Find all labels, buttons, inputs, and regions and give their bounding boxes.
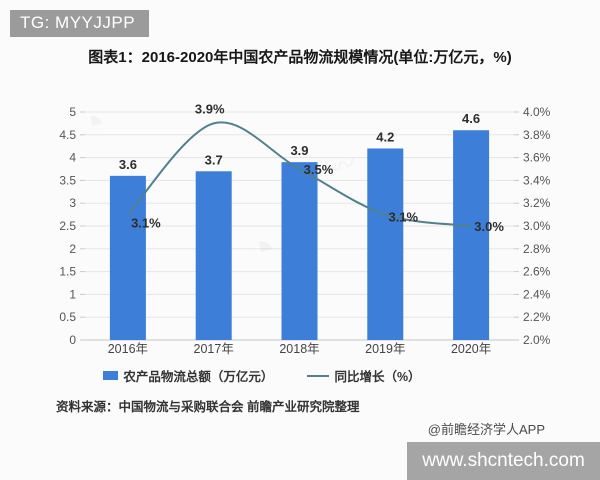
svg-text:3.2%: 3.2%	[523, 196, 551, 210]
svg-text:3.1%: 3.1%	[131, 216, 161, 231]
legend-item-bar-series: 农产品物流总额（万亿元）	[103, 366, 273, 385]
svg-text:3.5%: 3.5%	[304, 162, 334, 177]
svg-text:4.2: 4.2	[376, 129, 394, 144]
svg-text:2.2%: 2.2%	[523, 310, 551, 324]
svg-text:3.4%: 3.4%	[523, 173, 551, 187]
svg-text:4.6: 4.6	[462, 111, 480, 126]
svg-text:2.5: 2.5	[59, 219, 76, 233]
svg-text:3.7: 3.7	[205, 152, 223, 167]
svg-text:2.8%: 2.8%	[523, 242, 551, 256]
svg-text:3.1%: 3.1%	[388, 210, 418, 225]
svg-text:1.5: 1.5	[59, 265, 76, 279]
svg-text:4.0%: 4.0%	[523, 105, 551, 119]
svg-text:2: 2	[69, 242, 76, 256]
svg-text:3.0%: 3.0%	[474, 219, 504, 234]
svg-text:2016年: 2016年	[108, 342, 148, 356]
svg-text:2020年: 2020年	[451, 342, 491, 356]
svg-text:4: 4	[69, 151, 76, 165]
svg-text:3.5: 3.5	[59, 173, 76, 187]
svg-text:2.4%: 2.4%	[523, 287, 551, 301]
chart-title: 图表1：2016-2020年中国农产品物流规模情况(单位:万亿元，%)	[88, 49, 512, 66]
svg-text:3.8%: 3.8%	[523, 128, 551, 142]
svg-text:2.0%: 2.0%	[523, 333, 551, 347]
svg-text:4.5: 4.5	[59, 128, 76, 142]
svg-text:2.6%: 2.6%	[523, 265, 551, 279]
svg-text:2019年: 2019年	[365, 342, 405, 356]
svg-text:3.0%: 3.0%	[523, 219, 551, 233]
publisher-credit: @前瞻经济学人APP	[427, 422, 545, 437]
chart-legend: 农产品物流总额（万亿元） 同比增长（%）	[0, 366, 600, 385]
legend-label-bar-series: 农产品物流总额（万亿元）	[123, 370, 274, 384]
legend-item-line-series: 同比增长（%）	[307, 366, 421, 385]
bar-series-swatch-icon	[103, 371, 119, 380]
svg-text:2017年: 2017年	[194, 342, 234, 356]
line-series-swatch-icon	[307, 374, 330, 377]
svg-text:3: 3	[69, 196, 76, 210]
website-watermark-badge: www.shcntech.com	[407, 442, 600, 480]
svg-text:0: 0	[69, 333, 76, 347]
svg-text:3.9%: 3.9%	[195, 101, 225, 116]
legend-label-line-series: 同比增长（%）	[334, 370, 421, 384]
combo-chart: 5 4.0% 4.5 3.8% 4 3.6% 3.5 3.4% 3 3.2% 2.5 3.0% 2 2.8…	[59, 101, 551, 356]
svg-text:3.9: 3.9	[290, 143, 308, 158]
svg-text:3.6%: 3.6%	[523, 151, 551, 165]
svg-text:1: 1	[69, 287, 76, 301]
data-source-note: 资料来源：中国物流与采购联合会 前瞻产业研究院整理	[56, 400, 360, 414]
svg-text:5: 5	[69, 105, 76, 119]
svg-text:0.5: 0.5	[59, 310, 76, 324]
svg-text:2018年: 2018年	[279, 342, 319, 356]
telegram-watermark-badge: TG: MYYJJPP	[10, 10, 150, 37]
svg-text:3.6: 3.6	[119, 157, 137, 172]
